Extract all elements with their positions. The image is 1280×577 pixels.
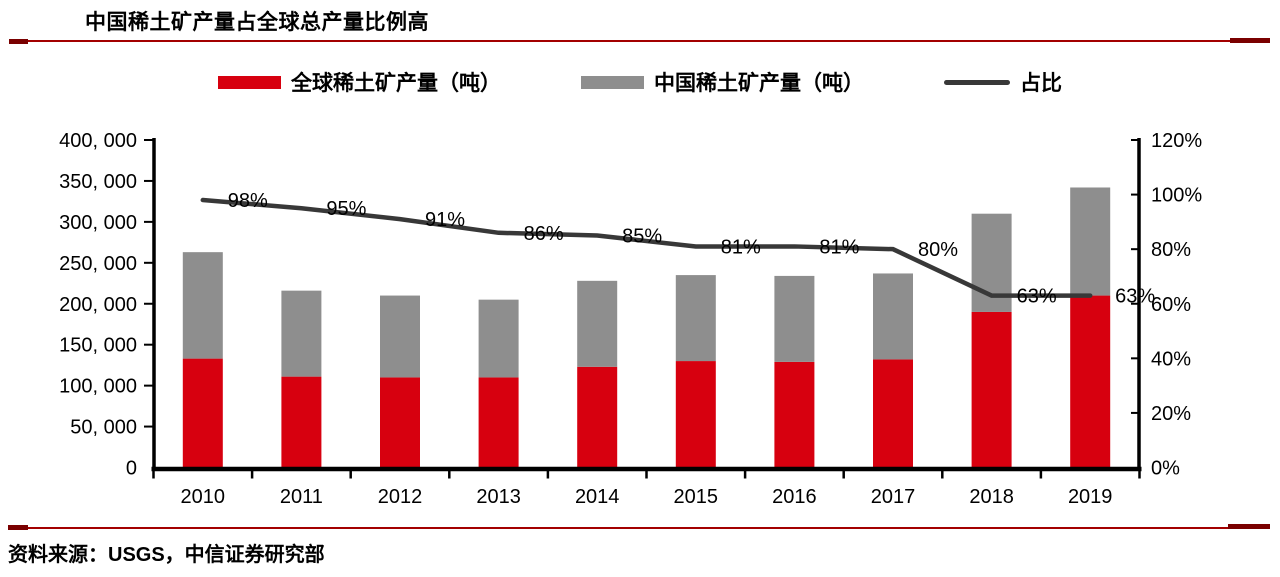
bar-china-2011 — [281, 290, 322, 377]
bar-china-2019 — [1070, 187, 1111, 296]
share-point-label-2013: 86% — [524, 223, 564, 245]
bar-global-2015 — [675, 361, 716, 470]
right-axis-tick-label-2: 80% — [1151, 239, 1191, 261]
bar-global-2012 — [380, 377, 420, 470]
left-axis-tick-label-8: 0 — [126, 458, 137, 480]
bar-global-2019 — [1070, 295, 1111, 470]
x-tick-label-2018: 2018 — [969, 486, 1014, 508]
legend-label-share: 占比 — [1020, 72, 1062, 95]
bottom-accent-dash-right — [1228, 524, 1270, 529]
share-point-label-2015: 81% — [721, 236, 761, 258]
right-axis-tick-label-4: 40% — [1151, 348, 1191, 370]
legend-swatch-china-bar — [581, 75, 644, 89]
bar-china-2014 — [577, 280, 618, 367]
bar-china-2010 — [182, 252, 223, 359]
bar-global-2010 — [182, 358, 223, 470]
top-accent-dash-left — [9, 39, 28, 44]
legend-item-global: 全球稀土矿产量（吨） — [218, 67, 501, 97]
bar-china-2017 — [873, 273, 913, 360]
x-tick-label-2015: 2015 — [674, 486, 719, 508]
right-axis-tick-label-1: 100% — [1151, 185, 1202, 207]
chart-legend: 全球稀土矿产量（吨） 中国稀土矿产量（吨） 占比 — [0, 66, 1280, 98]
share-point-label-2019: 63% — [1115, 286, 1155, 308]
share-point-label-2012: 91% — [425, 209, 465, 231]
right-axis-tick-label-5: 20% — [1151, 403, 1191, 425]
bottom-accent-dash-left — [8, 525, 28, 530]
share-point-label-2014: 85% — [622, 226, 662, 248]
legend-swatch-global-bar — [218, 75, 281, 89]
bar-china-2016 — [774, 275, 815, 362]
legend-label-global: 全球稀土矿产量（吨） — [291, 72, 501, 95]
right-axis-tick-label-3: 60% — [1151, 294, 1191, 316]
x-tick-label-2016: 2016 — [772, 486, 817, 508]
bar-global-2018 — [971, 311, 1012, 470]
left-axis-tick-label-1: 350, 000 — [59, 171, 137, 193]
chart-title: 中国稀土矿产量占全球总产量比例高 — [85, 11, 429, 34]
top-accent-dash-right — [1230, 38, 1270, 43]
x-tick-label-2013: 2013 — [476, 486, 521, 508]
legend-swatch-share-line — [944, 79, 1010, 85]
bar-global-2016 — [774, 361, 815, 470]
left-axis-tick-label-7: 50, 000 — [70, 417, 137, 439]
x-tick-label-2019: 2019 — [1068, 486, 1113, 508]
share-point-label-2016: 81% — [819, 236, 859, 258]
bar-china-2012 — [380, 295, 420, 378]
left-axis-tick-label-5: 150, 000 — [59, 335, 137, 357]
left-axis-tick-label-2: 300, 000 — [59, 212, 137, 234]
legend-label-china: 中国稀土矿产量（吨） — [654, 72, 864, 95]
left-axis-tick-label-4: 200, 000 — [59, 294, 137, 316]
bar-china-2015 — [675, 275, 716, 362]
left-axis-tick-label-6: 100, 000 — [59, 376, 137, 398]
bottom-accent-rule — [10, 527, 1270, 529]
x-tick-label-2012: 2012 — [378, 486, 423, 508]
bar-global-2011 — [281, 376, 322, 470]
share-point-label-2018: 63% — [1017, 286, 1057, 308]
share-point-label-2011: 95% — [326, 198, 366, 220]
legend-item-share: 占比 — [944, 67, 1062, 97]
legend-item-china: 中国稀土矿产量（吨） — [581, 67, 864, 97]
share-line — [200, 197, 1093, 298]
left-axis-tick-label-3: 250, 000 — [59, 253, 137, 275]
x-tick-label-2010: 2010 — [181, 486, 226, 508]
top-accent-rule — [10, 40, 1270, 42]
right-axis-tick-label-0: 120% — [1151, 130, 1202, 152]
bar-global-2017 — [873, 359, 913, 470]
bar-global-2013 — [478, 377, 519, 470]
source-note: 资料来源：USGS，中信证券研究部 — [8, 544, 325, 566]
x-tick-label-2017: 2017 — [871, 486, 916, 508]
share-point-label-2010: 98% — [228, 190, 268, 212]
x-tick-label-2011: 2011 — [280, 486, 323, 508]
bar-china-2013 — [478, 299, 519, 378]
bar-global-2014 — [577, 366, 618, 470]
left-axis-tick-label-0: 400, 000 — [59, 130, 137, 152]
x-tick-label-2014: 2014 — [575, 486, 620, 508]
right-axis-tick-label-6: 0% — [1151, 458, 1180, 480]
share-point-label-2017: 80% — [918, 239, 958, 261]
